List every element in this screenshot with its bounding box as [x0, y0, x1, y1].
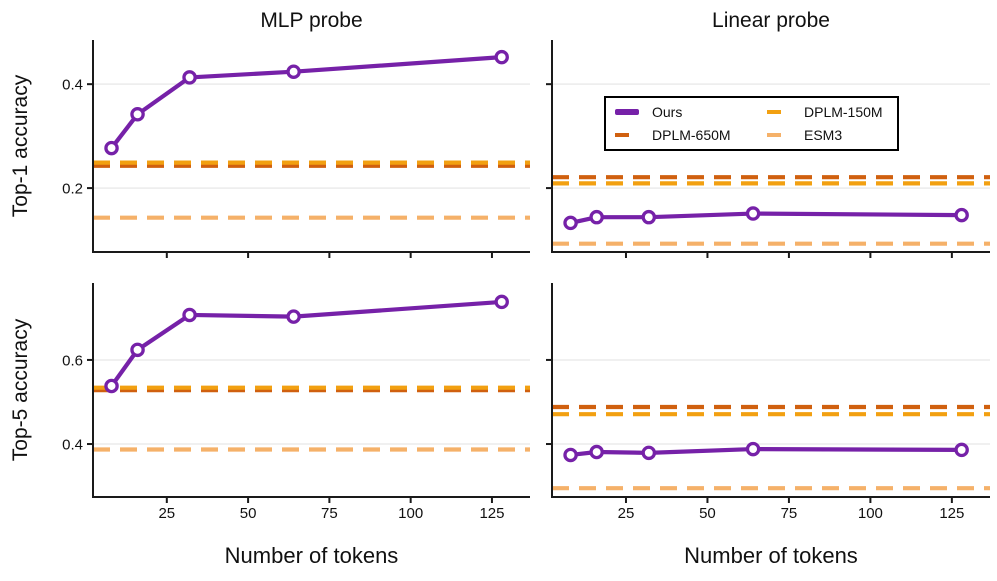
legend-label-dplm-650m: DPLM-650M	[652, 127, 731, 144]
data-point-marker	[563, 215, 578, 231]
legend-label-dplm-150m: DPLM-150M	[804, 103, 883, 120]
legend-swatch-box	[615, 108, 641, 115]
data-point-marker	[130, 107, 145, 122]
baselines	[552, 404, 990, 491]
axis-ticks	[87, 83, 493, 258]
data-point-marker	[745, 441, 761, 457]
baselines	[93, 385, 530, 452]
subplot-mlp-probe-top5: 0.4 0.6 25 50 75 100 125	[62, 283, 530, 522]
axis-spines	[92, 40, 530, 253]
dplm-650m-dash-swatch-icon	[615, 133, 629, 138]
xlabel-right: Number of tokens	[684, 543, 858, 568]
legend-item-dplm-650m: DPLM-650M	[615, 127, 767, 143]
x-tick-label: 100	[858, 505, 883, 522]
ylabel-top5-accuracy: Top-5 accuracy	[9, 318, 32, 462]
data-point-marker	[182, 70, 197, 85]
legend-label-ours: Ours	[652, 103, 683, 120]
baselines	[552, 175, 990, 246]
data-point-marker	[589, 209, 604, 225]
x-tick-label: 75	[321, 505, 338, 522]
gridlines	[552, 83, 990, 189]
axis-spines	[551, 40, 990, 253]
data-point-marker	[104, 378, 119, 394]
series-line-ours	[568, 446, 964, 458]
data-point-marker	[130, 342, 145, 358]
data-point-marker	[563, 447, 578, 463]
data-point-marker	[745, 206, 761, 221]
x-tick-label: 100	[398, 505, 423, 522]
column-title-linear-probe: Linear probe	[712, 9, 830, 32]
x-tick-label: 25	[618, 505, 635, 522]
column-title-mlp-probe: MLP probe	[260, 9, 363, 32]
data-point-marker	[954, 442, 969, 458]
data-point-marker	[286, 64, 301, 79]
legend-item-esm3: ESM3	[767, 127, 891, 143]
data-point-marker	[494, 49, 509, 65]
subplot-linear-probe-top5: 25 50 75 100 125	[546, 283, 990, 522]
y-tick-label: 0.6	[62, 352, 83, 369]
esm3-dash-swatch-icon	[767, 133, 781, 138]
series-line-ours	[568, 211, 964, 226]
data-point-marker	[589, 444, 604, 460]
gridlines	[93, 83, 530, 189]
y-tick-label: 0.4	[62, 77, 83, 94]
gridlines	[552, 359, 990, 445]
x-tick-label: 75	[781, 505, 798, 522]
x-tick-label: 25	[158, 505, 175, 522]
series-markers-ours	[104, 49, 509, 156]
legend-label-esm3: ESM3	[804, 127, 843, 144]
data-point-marker	[494, 294, 509, 310]
tick-labels: 0.4 0.6 25 50 75 100 125	[62, 352, 504, 522]
data-point-marker	[286, 309, 301, 324]
x-tick-label: 125	[479, 505, 504, 522]
x-tick-label: 50	[699, 505, 716, 522]
gridlines	[93, 359, 530, 445]
data-point-marker	[954, 207, 969, 223]
dplm-150m-dash-swatch-icon	[767, 109, 781, 114]
axis-ticks	[546, 358, 953, 503]
series-line-ours	[109, 55, 504, 151]
series-line-ours	[109, 299, 504, 389]
legend-item-dplm-150m: DPLM-150M	[767, 104, 891, 120]
y-tick-label: 0.2	[62, 181, 83, 198]
data-point-marker	[641, 445, 657, 461]
ours-line-swatch-icon	[615, 108, 639, 115]
legend-swatch-box	[767, 133, 793, 138]
tick-labels: 0.2 0.4	[62, 77, 83, 198]
xlabel-left: Number of tokens	[224, 543, 399, 568]
axis-spines	[551, 283, 990, 498]
legend-swatch-box	[767, 109, 793, 114]
x-tick-label: 50	[240, 505, 257, 522]
legend-item-ours: Ours	[615, 104, 767, 120]
axis-spines	[92, 283, 530, 498]
data-point-marker	[641, 209, 657, 225]
series-markers-ours	[563, 441, 969, 463]
series-markers-ours	[104, 294, 509, 394]
subplot-linear-probe-top1	[546, 40, 990, 258]
data-point-marker	[182, 307, 197, 323]
legend: Ours DPLM-650M DPLM-150M ESM3	[604, 96, 899, 151]
x-tick-label: 125	[939, 505, 964, 522]
axis-ticks	[87, 358, 493, 503]
data-point-marker	[104, 140, 119, 156]
baselines	[93, 160, 530, 220]
subplot-mlp-probe-top1: 0.2 0.4	[62, 40, 530, 258]
tick-labels: 25 50 75 100 125	[618, 505, 965, 522]
y-tick-label: 0.4	[62, 437, 83, 454]
legend-swatch-box	[615, 133, 641, 138]
ylabel-top1-accuracy: Top-1 accuracy	[9, 74, 32, 218]
axis-ticks	[546, 83, 953, 258]
series-markers-ours	[563, 206, 969, 231]
